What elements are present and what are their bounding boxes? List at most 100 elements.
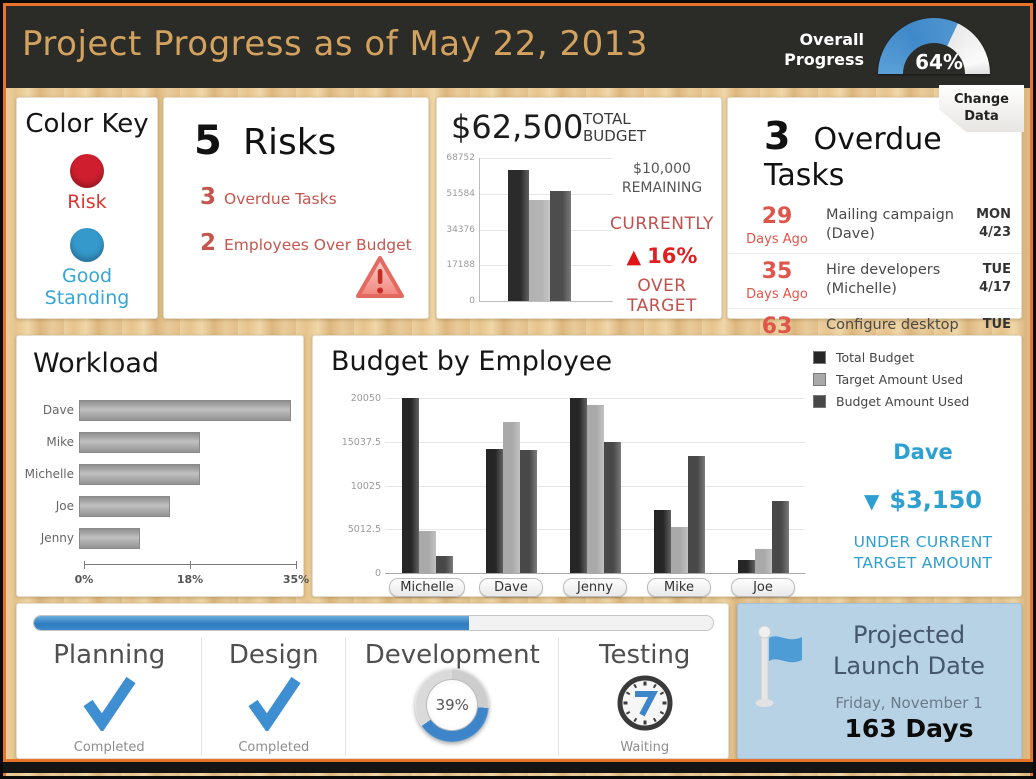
task-days-number: 63: [761, 314, 793, 339]
legend-item: Total Budget: [813, 350, 969, 365]
category-pill[interactable]: Joe: [731, 578, 795, 597]
risk-item: 2 Employees Over Budget: [200, 230, 428, 256]
category-pill[interactable]: Jenny: [563, 578, 627, 597]
grid-line: [480, 158, 613, 159]
bar: [670, 526, 688, 573]
bar: [508, 170, 529, 301]
over-target-label: OVER TARGET: [627, 275, 697, 317]
phases-panel: Planning Completed Design Completed Developm…: [16, 603, 729, 759]
currently-label: CURRENTLY: [610, 213, 714, 234]
task-row: 29 Days Ago Mailing campaign (Dave) MON 4/23: [728, 199, 1021, 253]
workload-employee-label: Jenny: [40, 531, 74, 545]
bar-group: [721, 398, 805, 573]
triangle-up-icon: ▲: [626, 245, 642, 268]
budget-summary-chart: 68752 51584 34376 17188 0: [446, 153, 613, 306]
budget-remaining: $10,000 REMAINING: [621, 161, 703, 196]
task-owner: (Dave): [826, 225, 875, 242]
clock-icon: [616, 674, 674, 736]
overall-progress-value: 64%: [915, 50, 963, 74]
total-budget-panel: $62,500 TOTAL BUDGET 68752 51584 34376 17188…: [436, 97, 722, 319]
status-dot-icon: [70, 227, 104, 262]
phase-column-development: Development 39%: [346, 638, 560, 756]
chart-legend: Total Budget Target Amount Used Budget Amo…: [813, 350, 969, 416]
bar: [401, 398, 419, 573]
workload-bar: [79, 527, 140, 549]
category-pill[interactable]: Mike: [647, 578, 711, 597]
task-days-ago: 29 Days Ago: [734, 204, 820, 248]
overall-progress-label: Overall Progress: [784, 30, 864, 69]
bar: [771, 501, 789, 573]
workload-bar: [79, 495, 170, 517]
header-bar: Project Progress as of May 22, 2013 Over…: [6, 6, 1030, 88]
legend-label: Budget Amount Used: [836, 394, 970, 409]
y-axis-tick: 68752: [446, 153, 475, 163]
task-date: 4/23: [979, 224, 1011, 240]
y-axis-tick: 0: [374, 568, 381, 579]
task-description: Hire developers (Michelle): [820, 261, 959, 302]
overall-progress-gauge-icon: 64%: [878, 18, 990, 74]
bar: [502, 422, 520, 573]
total-budget-label: TOTAL BUDGET: [583, 110, 647, 146]
y-axis-tick: 5012.5: [347, 524, 381, 536]
task-due-date: TUE 4/17: [959, 261, 1011, 302]
checkmark-icon: [80, 675, 138, 735]
bar-group: [508, 170, 571, 301]
workload-row: Dave: [17, 394, 303, 426]
launch-date-panel: Projected Launch Date Friday, November 1…: [737, 603, 1022, 759]
x-axis-tick: 18%: [176, 573, 204, 586]
bar: [754, 548, 772, 573]
axis-tick-mark: [190, 561, 191, 569]
task-weekday: TUE: [982, 262, 1011, 277]
task-due-date: MON 4/23: [959, 206, 1011, 247]
budget-by-employee-title: Budget by Employee: [331, 346, 613, 377]
phase-status: Completed: [73, 740, 145, 755]
category-pill[interactable]: Dave: [479, 578, 543, 597]
bar: [435, 556, 453, 573]
workload-employee-label: Dave: [42, 403, 74, 417]
risks-heading: 5 Risks: [194, 118, 428, 164]
legend-swatch-icon: [813, 395, 826, 408]
workload-row: Mike: [17, 426, 303, 458]
color-key-label: Risk: [67, 190, 107, 213]
bar-group: [553, 398, 637, 573]
phase-status: Waiting: [620, 740, 670, 755]
x-axis-tick: 35%: [282, 573, 310, 586]
bar: [737, 560, 755, 573]
task-title: Mailing campaign: [826, 207, 954, 223]
callout-employee-name: Dave: [893, 440, 953, 464]
risk-item-count: 2: [200, 230, 217, 256]
risks-title: Risks: [242, 122, 337, 163]
y-axis-tick: 51584: [446, 188, 475, 199]
y-axis-tick: 20050: [350, 393, 381, 404]
y-axis-tick: 10025: [350, 480, 381, 492]
workload-bar: [79, 431, 201, 453]
over-target-delta: ▲ 16%: [626, 243, 698, 268]
phase-name: Design: [228, 640, 319, 670]
risk-item-label: Overdue Tasks: [224, 190, 337, 208]
task-row: 35 Days Ago Hire developers (Michelle) TUE 4/…: [728, 253, 1021, 308]
warning-triangle-icon: [354, 254, 406, 306]
color-key-panel: Color Key Risk Good Standing: [16, 97, 158, 319]
total-budget-amount: $62,500: [451, 108, 584, 146]
task-days-number: 29: [761, 204, 793, 229]
task-weekday: MON: [976, 207, 1011, 222]
y-axis-tick: 34376: [446, 224, 475, 235]
risks-panel: 5 Risks 3 Overdue Tasks 2 Employees Over Bu…: [163, 97, 429, 319]
task-days-ago: 35 Days Ago: [734, 261, 820, 303]
overdue-heading: 3 Overdue Tasks: [764, 114, 1021, 193]
category-pill[interactable]: Michelle: [389, 578, 465, 597]
task-owner: (Michelle): [826, 280, 897, 297]
donut-percentage: 39%: [426, 679, 479, 731]
task-days-label: Days Ago: [746, 287, 808, 302]
grid-line: [385, 398, 805, 399]
color-key-item: Good Standing: [17, 227, 157, 310]
workload-panel: Workload Dave Mike Michelle Joe Jenny 0% 18% 3…: [16, 335, 309, 597]
flag-icon: [752, 624, 806, 720]
axis-tick-mark: [296, 561, 297, 569]
overdue-title: Overdue Tasks: [764, 122, 942, 193]
workload-row: Jenny: [17, 522, 303, 554]
bar: [485, 448, 503, 573]
budget-by-employee-panel: Budget by Employee 20050 15037.5 10025 5012…: [312, 335, 1022, 597]
workload-title: Workload: [33, 348, 160, 379]
